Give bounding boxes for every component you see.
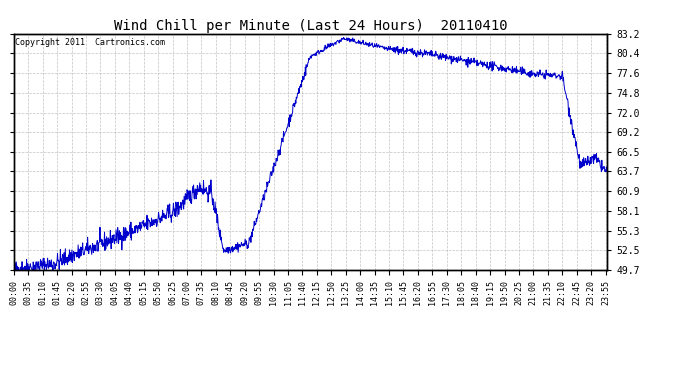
Title: Wind Chill per Minute (Last 24 Hours)  20110410: Wind Chill per Minute (Last 24 Hours) 20… — [114, 19, 507, 33]
Text: Copyright 2011  Cartronics.com: Copyright 2011 Cartronics.com — [15, 39, 165, 48]
